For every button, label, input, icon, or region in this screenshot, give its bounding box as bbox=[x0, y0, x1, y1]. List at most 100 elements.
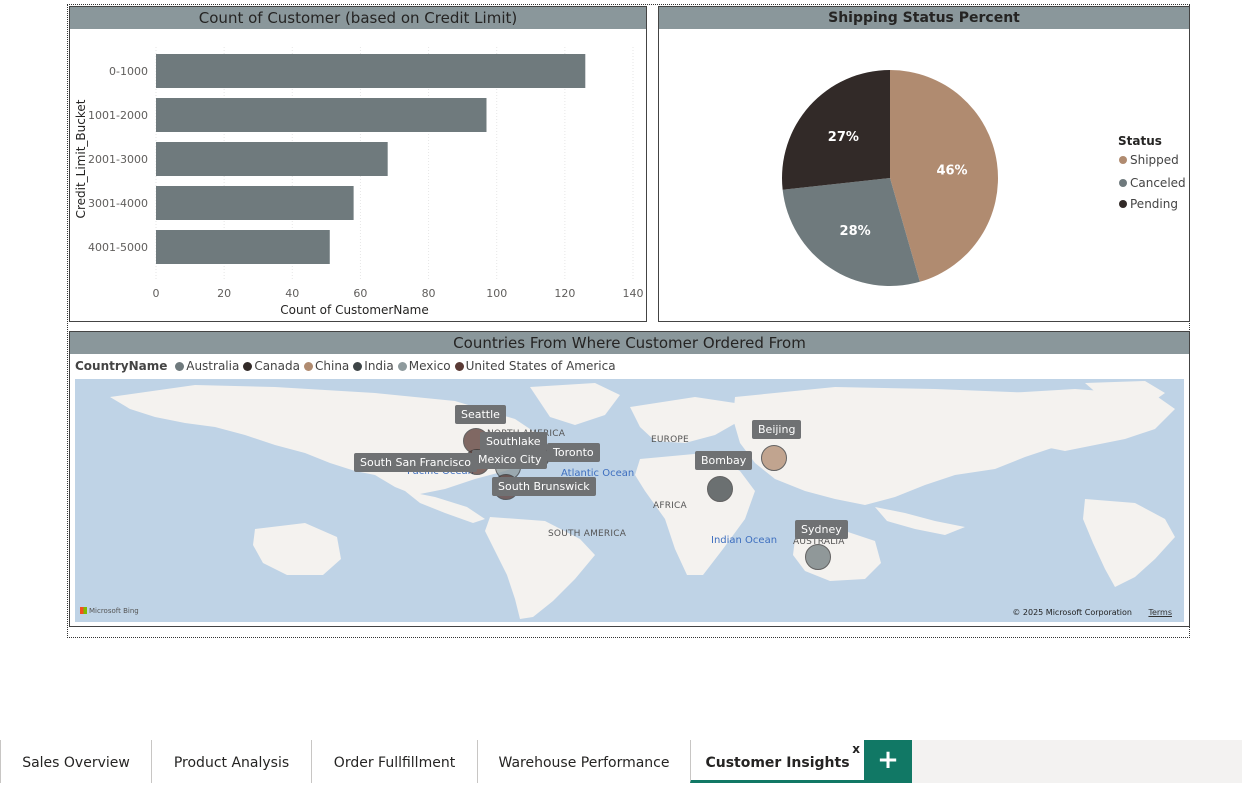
tab-order-fullfillment[interactable]: Order Fullfillment bbox=[311, 740, 477, 783]
bar-1001-2000[interactable] bbox=[156, 98, 487, 132]
map-city-label-mexico-city: Mexico City bbox=[472, 450, 548, 469]
pie-legend-marker bbox=[1119, 200, 1127, 208]
y-tick-label: 1001-2000 bbox=[88, 109, 148, 122]
x-tick-label: 40 bbox=[285, 287, 299, 300]
x-tick-label: 20 bbox=[217, 287, 231, 300]
bar-chart-svg: 0 20 40 60 80 100 120 140 0-1000 1001-2000 2001-30… bbox=[74, 47, 644, 317]
map-legend-china[interactable]: China bbox=[304, 359, 349, 373]
tab-product-analysis[interactable]: Product Analysis bbox=[151, 740, 311, 783]
map-title: Countries From Where Customer Ordered Fr… bbox=[70, 332, 1189, 354]
ocean-label-atlantic: Atlantic Ocean bbox=[561, 468, 635, 479]
customer-countries-map-visual[interactable]: Countries From Where Customer Ordered Fr… bbox=[69, 331, 1190, 627]
bing-logo-text: Microsoft Bing bbox=[89, 607, 139, 615]
y-tick-label: 2001-3000 bbox=[88, 153, 148, 166]
map-legend-canada[interactable]: Canada bbox=[243, 359, 300, 373]
geo-label-africa: AFRICA bbox=[653, 501, 687, 511]
legend-dot bbox=[454, 362, 464, 371]
legend-label: Canada bbox=[254, 359, 300, 373]
map-city-label-sydney: Sydney bbox=[795, 520, 848, 539]
pie-legend-canceled[interactable]: Canceled bbox=[1130, 176, 1186, 190]
page-tab-bar: Sales Overview Product Analysis Order Fu… bbox=[0, 740, 1242, 783]
tab-label: Customer Insights bbox=[705, 755, 850, 771]
pie-slice-shipped[interactable] bbox=[890, 70, 998, 282]
plus-icon[interactable]: + bbox=[864, 740, 912, 783]
y-tick-label: 4001-5000 bbox=[88, 241, 148, 254]
tab-sales-overview[interactable]: Sales Overview bbox=[0, 740, 151, 783]
pie-legend-title: Status bbox=[1118, 134, 1162, 148]
pie-slice-pending[interactable] bbox=[782, 70, 890, 190]
credit-limit-bar-chart-visual[interactable]: Count of Customer (based on Credit Limit… bbox=[69, 6, 647, 322]
x-tick-label: 0 bbox=[153, 287, 160, 300]
bar-4001-5000[interactable] bbox=[156, 230, 330, 264]
x-tick-label: 120 bbox=[554, 287, 575, 300]
pie-slice-canceled[interactable] bbox=[782, 178, 920, 286]
pie-data-label: 27% bbox=[828, 130, 859, 145]
geo-label-south-america: SOUTH AMERICA bbox=[548, 529, 627, 539]
x-tick-label: 80 bbox=[422, 287, 436, 300]
tab-label: Product Analysis bbox=[173, 755, 290, 771]
bar-chart-title: Count of Customer (based on Credit Limit… bbox=[70, 7, 646, 29]
map-canvas[interactable]: NORTH AMERICA EUROPE AFRICA SOUTH AMERIC… bbox=[75, 379, 1184, 622]
map-city-label-south-san-francisco: South San Francisco bbox=[354, 453, 478, 472]
map-city-label-southlake: Southlake bbox=[480, 432, 547, 451]
map-bubble-bombay[interactable] bbox=[707, 476, 733, 502]
map-legend-united-states-of-america[interactable]: United States of America bbox=[454, 359, 616, 373]
tab-label: Sales Overview bbox=[22, 755, 130, 771]
bar-3001-4000[interactable] bbox=[156, 186, 354, 220]
map-legend: CountryName Australia Canada China India Mex… bbox=[75, 359, 620, 373]
map-city-label-toronto: Toronto bbox=[547, 443, 600, 462]
shipping-status-pie-visual[interactable]: Shipping Status Percent 46% 28% 27% Status S… bbox=[658, 6, 1190, 322]
legend-label: China bbox=[315, 359, 350, 373]
pie-legend-marker bbox=[1119, 156, 1127, 164]
y-axis-title: Credit_Limit_Bucket bbox=[74, 99, 88, 218]
bing-logo-icon: Microsoft Bing bbox=[80, 607, 139, 615]
map-city-label-beijing: Beijing bbox=[752, 420, 802, 439]
map-bubble-sydney[interactable] bbox=[805, 544, 831, 570]
land-southeast-asia bbox=[875, 507, 965, 535]
x-tick-label: 100 bbox=[486, 287, 507, 300]
land-africa bbox=[635, 453, 755, 575]
tab-label: Warehouse Performance bbox=[498, 755, 670, 771]
bar-0-1000[interactable] bbox=[156, 54, 586, 88]
legend-dot bbox=[243, 362, 253, 371]
land-central-america bbox=[405, 491, 485, 523]
map-legend-australia[interactable]: Australia bbox=[175, 359, 239, 373]
y-tick-label: 0-1000 bbox=[109, 65, 148, 78]
map-copyright: © 2025 Microsoft Corporation bbox=[1012, 608, 1132, 617]
land-europe bbox=[630, 397, 743, 443]
pie-chart-svg: 46% 28% 27% Status Shipped Canceled Pending bbox=[782, 70, 1186, 286]
tab-label: Order Fullfillment bbox=[333, 755, 456, 771]
map-legend-india[interactable]: India bbox=[353, 359, 394, 373]
map-legend-title: CountryName bbox=[75, 359, 168, 373]
legend-dot bbox=[353, 362, 363, 371]
legend-label: Mexico bbox=[408, 359, 451, 373]
land-south-america bbox=[485, 517, 595, 619]
map-city-label-south-brunswick: South Brunswick bbox=[492, 477, 596, 496]
pie-legend-shipped[interactable]: Shipped bbox=[1130, 153, 1179, 167]
map-legend-mexico[interactable]: Mexico bbox=[397, 359, 451, 373]
pie-legend-marker bbox=[1119, 179, 1127, 187]
x-tick-label: 140 bbox=[623, 287, 644, 300]
land-greenland-east bbox=[1085, 381, 1165, 409]
map-terms-link[interactable]: Terms bbox=[1148, 608, 1172, 617]
x-tick-label: 60 bbox=[353, 287, 367, 300]
legend-label: Australia bbox=[186, 359, 240, 373]
map-bubble-beijing[interactable] bbox=[761, 445, 787, 471]
map-city-label-seattle: Seattle bbox=[455, 405, 506, 424]
ocean-label-indian: Indian Ocean bbox=[711, 535, 778, 546]
legend-label: India bbox=[364, 359, 394, 373]
map-city-label-bombay: Bombay bbox=[695, 451, 753, 470]
land-greenland bbox=[530, 383, 620, 425]
close-icon[interactable]: x bbox=[852, 742, 860, 756]
pie-legend-pending[interactable]: Pending bbox=[1130, 197, 1178, 211]
legend-dot bbox=[397, 362, 407, 371]
geo-label-europe: EUROPE bbox=[651, 435, 689, 445]
bar-2001-3000[interactable] bbox=[156, 142, 388, 176]
land-south-america-east bbox=[1083, 499, 1175, 587]
x-axis-title: Count of CustomerName bbox=[280, 303, 429, 317]
tab-warehouse-performance[interactable]: Warehouse Performance bbox=[477, 740, 690, 783]
legend-dot bbox=[175, 362, 185, 371]
world-land-shapes bbox=[110, 381, 1175, 619]
tab-customer-insights[interactable]: Customer Insights x bbox=[690, 740, 864, 783]
geo-label-australia: AUSTRALIA bbox=[793, 537, 845, 547]
